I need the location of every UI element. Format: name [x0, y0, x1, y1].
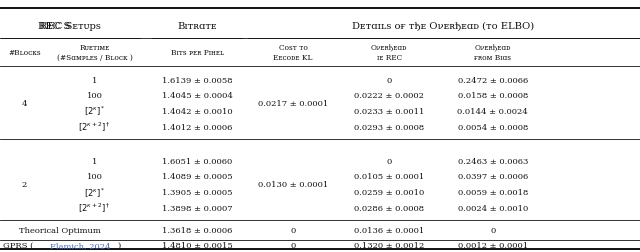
- Text: 0.0054 ± 0.0008: 0.0054 ± 0.0008: [458, 123, 528, 132]
- Text: 0: 0: [387, 158, 392, 166]
- Text: 1.4810 ± 0.0015: 1.4810 ± 0.0015: [162, 242, 232, 250]
- Text: 0.0024 ± 0.0010: 0.0024 ± 0.0010: [458, 205, 528, 213]
- Text: $[2^\kappa]^*$: $[2^\kappa]^*$: [84, 105, 106, 118]
- Text: 1.3905 ± 0.0005: 1.3905 ± 0.0005: [162, 189, 232, 197]
- Text: 0.0136 ± 0.0001: 0.0136 ± 0.0001: [354, 227, 424, 235]
- Text: 2: 2: [22, 181, 27, 189]
- Text: 1: 1: [92, 158, 97, 166]
- Text: #Bʟᴏᴄᴋs: #Bʟᴏᴄᴋs: [8, 49, 40, 57]
- Text: 0: 0: [291, 242, 296, 250]
- Text: 0: 0: [387, 77, 392, 85]
- Text: $[2^{\kappa+2}]^\dagger$: $[2^{\kappa+2}]^\dagger$: [78, 202, 111, 215]
- Text: 1.4012 ± 0.0006: 1.4012 ± 0.0006: [162, 123, 232, 132]
- Text: Bɪᴛʀɑᴛᴇ: Bɪᴛʀɑᴛᴇ: [177, 22, 217, 31]
- Text: ): ): [117, 242, 120, 250]
- Text: 0.0105 ± 0.0001: 0.0105 ± 0.0001: [354, 173, 424, 181]
- Text: 0.0144 ± 0.0024: 0.0144 ± 0.0024: [458, 108, 528, 116]
- Text: 0.0259 ± 0.0010: 0.0259 ± 0.0010: [354, 189, 424, 197]
- Text: Rᴜᴇᴛɪᴍᴇ
(#Sɑᴍᴘʟᴇѕ / Bʟᴏᴄᴋ ): Rᴜᴇᴛɪᴍᴇ (#Sɑᴍᴘʟᴇѕ / Bʟᴏᴄᴋ ): [57, 44, 132, 61]
- Text: 1.4042 ± 0.0010: 1.4042 ± 0.0010: [162, 108, 232, 116]
- Text: 4: 4: [22, 100, 27, 108]
- Text: 0.1320 ± 0.0012: 0.1320 ± 0.0012: [354, 242, 424, 250]
- Text: 0.0222 ± 0.0002: 0.0222 ± 0.0002: [354, 92, 424, 100]
- Text: 0.0059 ± 0.0018: 0.0059 ± 0.0018: [458, 189, 528, 197]
- Text: 100: 100: [87, 92, 102, 100]
- Text: 1.4089 ± 0.0005: 1.4089 ± 0.0005: [162, 173, 232, 181]
- Text: $[2^{\kappa+2}]^\dagger$: $[2^{\kappa+2}]^\dagger$: [78, 121, 111, 134]
- Text: Theorical Optimum: Theorical Optimum: [19, 227, 100, 235]
- Text: $[2^\kappa]^*$: $[2^\kappa]^*$: [84, 186, 106, 200]
- Text: 0.2463 ± 0.0063: 0.2463 ± 0.0063: [458, 158, 528, 166]
- Text: 0.2472 ± 0.0066: 0.2472 ± 0.0066: [458, 77, 528, 85]
- Text: GPRS (: GPRS (: [3, 242, 33, 250]
- Text: 1.6139 ± 0.0058: 1.6139 ± 0.0058: [162, 77, 232, 85]
- Text: 0.0158 ± 0.0008: 0.0158 ± 0.0008: [458, 92, 528, 100]
- Text: 0: 0: [291, 227, 296, 235]
- Text: Dᴇᴛɑɪʟѕ оғ ᴛђᴇ Oνᴇʀђᴇɑᴅ (ᴛо ELBO): Dᴇᴛɑɪʟѕ оғ ᴛђᴇ Oνᴇʀђᴇɑᴅ (ᴛо ELBO): [353, 22, 534, 31]
- Text: Oνᴇʀђᴇɑᴅ
ɪᴇ REC: Oνᴇʀђᴇɑᴅ ɪᴇ REC: [371, 44, 407, 61]
- Text: Bɪᴛѕ ᴘᴇʀ Pɪʜᴇʟ: Bɪᴛѕ ᴘᴇʀ Pɪʜᴇʟ: [171, 49, 223, 57]
- Text: 1.6051 ± 0.0060: 1.6051 ± 0.0060: [162, 158, 232, 166]
- Text: Cᴏѕᴛ ᴛо
Eᴇᴄоᴅᴇ KL: Cᴏѕᴛ ᴛо Eᴇᴄоᴅᴇ KL: [273, 44, 313, 61]
- Text: 0.0293 ± 0.0008: 0.0293 ± 0.0008: [354, 123, 424, 132]
- Text: 0: 0: [490, 227, 495, 235]
- Text: 1.3898 ± 0.0007: 1.3898 ± 0.0007: [162, 205, 232, 213]
- Text: 1.4045 ± 0.0004: 1.4045 ± 0.0004: [162, 92, 232, 100]
- Text: REC Sᴇᴛᴜps: REC Sᴇᴛᴜps: [40, 22, 101, 31]
- Text: REC S: REC S: [38, 22, 70, 31]
- Text: 0.0233 ± 0.0011: 0.0233 ± 0.0011: [354, 108, 424, 116]
- Text: 100: 100: [87, 173, 102, 181]
- Text: 0.0397 ± 0.0006: 0.0397 ± 0.0006: [458, 173, 528, 181]
- Text: Flamich, 2024: Flamich, 2024: [50, 242, 111, 250]
- Text: 1: 1: [92, 77, 97, 85]
- Text: Oνᴇʀђᴇɑᴅ
ғʀоᴍ Bɪɑѕ: Oνᴇʀђᴇɑᴅ ғʀоᴍ Bɪɑѕ: [474, 44, 511, 61]
- Text: 0.0286 ± 0.0008: 0.0286 ± 0.0008: [354, 205, 424, 213]
- Text: 0.0217 ± 0.0001: 0.0217 ± 0.0001: [258, 100, 328, 108]
- Text: 0.0012 ± 0.0001: 0.0012 ± 0.0001: [458, 242, 528, 250]
- Text: 0.0130 ± 0.0001: 0.0130 ± 0.0001: [258, 181, 328, 189]
- Text: 1.3618 ± 0.0006: 1.3618 ± 0.0006: [162, 227, 232, 235]
